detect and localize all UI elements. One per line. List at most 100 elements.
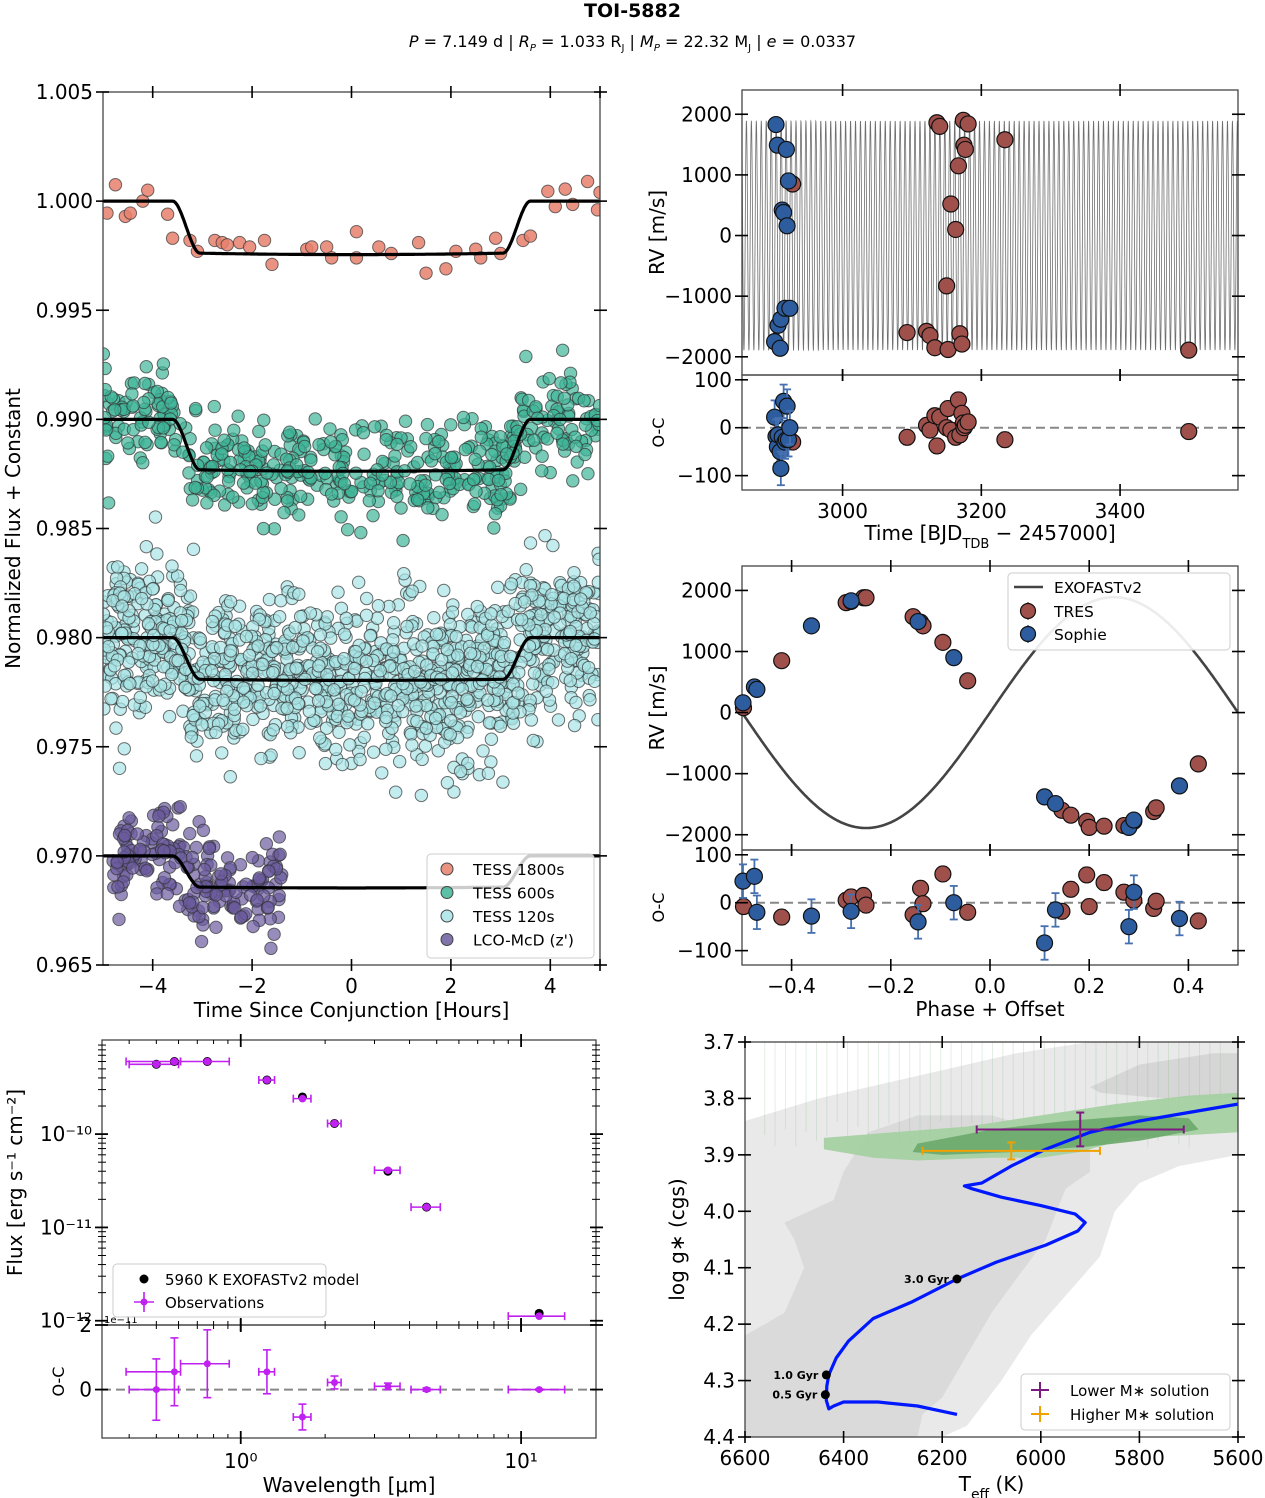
data-point bbox=[386, 645, 401, 659]
eccentricity-value: = 0.0337 bbox=[776, 32, 857, 51]
data-point bbox=[217, 498, 232, 512]
data-point bbox=[252, 871, 266, 885]
data-point bbox=[224, 644, 238, 658]
model-group bbox=[742, 119, 1238, 352]
data-point bbox=[375, 766, 389, 780]
data-point bbox=[411, 235, 426, 250]
data-point bbox=[538, 528, 552, 543]
data-point bbox=[173, 799, 187, 814]
data-point bbox=[337, 652, 351, 666]
legend-label: Sophie bbox=[1054, 626, 1107, 644]
y-tick-label: 1000 bbox=[681, 640, 732, 664]
data-point bbox=[112, 912, 126, 927]
data-point bbox=[512, 665, 526, 680]
x-tick-label: −4 bbox=[138, 974, 167, 998]
data-point bbox=[493, 719, 508, 733]
residual-point bbox=[152, 1386, 160, 1394]
data-point bbox=[242, 648, 257, 663]
data-point bbox=[445, 605, 460, 619]
x-tick-label: 3200 bbox=[956, 499, 1007, 523]
y-tick-label: 3.9 bbox=[703, 1143, 735, 1167]
data-point bbox=[494, 487, 508, 502]
residual-point bbox=[934, 865, 952, 883]
data-point bbox=[164, 396, 178, 410]
residual-sophie bbox=[734, 858, 1189, 961]
data-point bbox=[470, 659, 485, 674]
legend-label: LCO-McD (z') bbox=[473, 932, 574, 950]
x-tick-label: 0.2 bbox=[1073, 974, 1105, 998]
data-point bbox=[421, 501, 435, 515]
data-point bbox=[542, 662, 556, 676]
data-point bbox=[427, 611, 441, 625]
data-point bbox=[226, 490, 240, 504]
series-tess-600s bbox=[103, 343, 600, 548]
data-point bbox=[156, 421, 171, 435]
data-point bbox=[223, 770, 238, 784]
data-point bbox=[397, 566, 411, 581]
observation-point bbox=[330, 1119, 339, 1128]
y-tick-label: 0 bbox=[719, 224, 732, 248]
data-point bbox=[394, 501, 408, 515]
x-tick-label: −0.4 bbox=[767, 974, 816, 998]
data-point bbox=[491, 580, 505, 595]
data-point bbox=[539, 684, 553, 698]
data-point bbox=[122, 811, 136, 825]
x-tick-label: 6000 bbox=[1015, 1446, 1066, 1470]
rv-point bbox=[909, 612, 927, 631]
data-point bbox=[280, 701, 294, 716]
data-point bbox=[228, 619, 242, 634]
data-point bbox=[444, 713, 458, 728]
data-point bbox=[386, 616, 401, 630]
rv-point bbox=[1147, 799, 1165, 817]
data-point bbox=[150, 384, 165, 399]
subscript: eff bbox=[971, 1487, 990, 1498]
data-point bbox=[557, 391, 572, 405]
data-point bbox=[323, 422, 337, 436]
x-tick-label: 3400 bbox=[1095, 499, 1146, 523]
data-point bbox=[215, 746, 229, 760]
y-tick-label: 10⁻¹¹ bbox=[40, 1215, 92, 1239]
x-tick-label: 5800 bbox=[1114, 1446, 1165, 1470]
mass-value: = 22.32 M bbox=[659, 32, 749, 51]
data-point bbox=[202, 841, 217, 856]
observation-point bbox=[263, 1076, 271, 1084]
data-point bbox=[388, 449, 402, 463]
y-tick-label: 2000 bbox=[681, 102, 732, 126]
data-point bbox=[107, 659, 122, 673]
data-point bbox=[390, 437, 404, 452]
data-point bbox=[419, 266, 433, 280]
residual-point bbox=[772, 459, 790, 478]
data-point bbox=[246, 712, 260, 727]
data-point bbox=[476, 744, 490, 758]
rv-point bbox=[781, 299, 799, 317]
data-point bbox=[451, 648, 465, 662]
data-point bbox=[453, 764, 468, 779]
rv-point bbox=[959, 115, 977, 133]
data-point bbox=[325, 487, 339, 501]
residual-point bbox=[331, 1378, 339, 1386]
data-point bbox=[332, 697, 346, 712]
data-point bbox=[256, 521, 271, 536]
y-tick-label: 0.995 bbox=[36, 298, 93, 322]
data-point bbox=[527, 666, 542, 680]
data-point bbox=[205, 614, 220, 629]
data-point bbox=[535, 464, 549, 478]
data-point bbox=[215, 447, 229, 461]
data-point bbox=[195, 718, 209, 732]
data-point bbox=[428, 446, 442, 461]
data-point bbox=[556, 437, 570, 451]
radius-value: = 1.033 R bbox=[535, 32, 622, 51]
data-point bbox=[185, 850, 200, 865]
data-point bbox=[545, 587, 559, 602]
residual-point bbox=[748, 903, 766, 921]
rv-point bbox=[1125, 811, 1143, 829]
y-tick-label: 0.985 bbox=[36, 517, 93, 541]
data-point bbox=[193, 632, 207, 646]
data-point bbox=[236, 695, 251, 709]
data-point bbox=[197, 862, 212, 877]
data-point bbox=[231, 409, 245, 423]
data-point bbox=[216, 693, 230, 707]
legend-box bbox=[112, 1263, 327, 1318]
residual-point bbox=[1120, 918, 1138, 936]
data-point bbox=[293, 609, 308, 624]
